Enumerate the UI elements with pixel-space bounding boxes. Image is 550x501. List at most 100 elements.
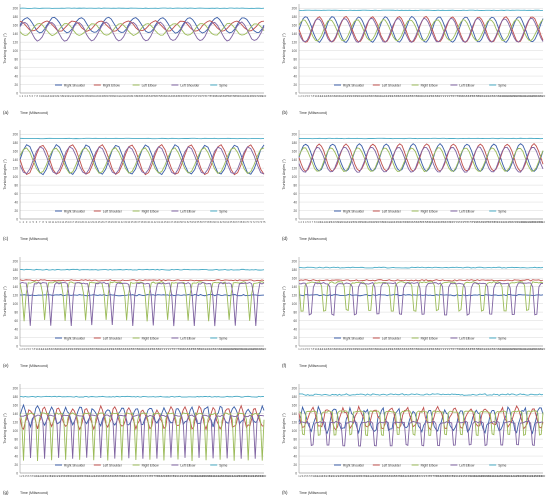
- x-tick-label: 79: [155, 474, 158, 478]
- x-tick-label: 66: [152, 347, 155, 351]
- y-tick-label: 0: [16, 472, 18, 476]
- x-tick-label: 75: [449, 347, 452, 351]
- panel-label: (f): [282, 363, 287, 368]
- x-tick-label: 63: [171, 94, 174, 98]
- x-tick-label: 108: [516, 94, 521, 98]
- x-tick-label: 138: [258, 474, 263, 478]
- x-tick-label: 92: [501, 220, 504, 224]
- panel-label: (b): [282, 110, 288, 115]
- y-tick-label: 20: [293, 336, 297, 340]
- x-tick-label: 30: [357, 347, 360, 351]
- x-axis-label: Time (Milisecond): [20, 111, 48, 115]
- x-tick-label: 76: [203, 94, 206, 98]
- x-tick-label: 81: [477, 220, 480, 224]
- x-tick-label: 61: [216, 220, 219, 224]
- x-tick-label: 70: [160, 347, 163, 351]
- x-tick-label: 44: [373, 474, 376, 478]
- x-tick-label: 25: [347, 94, 350, 98]
- x-tick-label: 57: [117, 474, 120, 478]
- x-tick-label: 21: [68, 94, 71, 98]
- x-tick-label: 25: [98, 220, 101, 224]
- x-tick-label: 38: [373, 94, 376, 98]
- x-tick-label: 103: [506, 347, 511, 351]
- y-axis-label: Trunking Angles (°): [282, 286, 286, 316]
- x-tick-label: 62: [423, 94, 426, 98]
- legend-label: Right Shoulder: [64, 463, 86, 467]
- x-tick-label: 82: [218, 94, 221, 98]
- series-line-left-shoulder: [19, 279, 265, 282]
- x-tick-label: 53: [110, 474, 113, 478]
- x-tick-label: 45: [96, 474, 99, 478]
- series-line-right-shoulder: [298, 142, 544, 173]
- legend-label: Spine: [498, 336, 506, 340]
- x-tick-label: 59: [416, 94, 419, 98]
- x-tick-label: 34: [76, 474, 79, 478]
- y-tick-label: 140: [292, 158, 298, 162]
- x-tick-label: 19: [50, 474, 53, 478]
- x-tick-label: 23: [343, 94, 346, 98]
- x-tick-label: 2: [21, 474, 23, 478]
- x-tick-label: 48: [174, 220, 177, 224]
- x-tick-label: 106: [532, 220, 537, 224]
- x-tick-label: 83: [187, 347, 190, 351]
- x-tick-label: 37: [82, 474, 85, 478]
- x-tick-label: 81: [216, 94, 219, 98]
- x-tick-label: 1: [298, 94, 300, 98]
- x-tick-label: 21: [54, 474, 57, 478]
- x-tick-label: 23: [73, 94, 76, 98]
- x-tick-label: 100: [192, 474, 197, 478]
- x-tick-label: 29: [360, 220, 363, 224]
- x-tick-label: 98: [496, 347, 499, 351]
- y-tick-label: 40: [293, 455, 297, 459]
- x-tick-label: 132: [248, 474, 253, 478]
- x-tick-label: 28: [74, 347, 77, 351]
- x-tick-label: 110: [541, 220, 546, 224]
- x-tick-label: 36: [369, 94, 372, 98]
- x-tick-label: 136: [534, 474, 539, 478]
- x-tick-label: 53: [190, 220, 193, 224]
- x-tick-label: 71: [441, 347, 444, 351]
- y-tick-label: 100: [13, 302, 19, 306]
- y-tick-label: 100: [13, 175, 19, 179]
- y-tick-label: 120: [292, 421, 298, 425]
- x-tick-label: 95: [490, 347, 493, 351]
- y-tick-label: 20: [14, 209, 18, 213]
- x-tick-label: 18: [332, 347, 335, 351]
- y-tick-label: 20: [14, 336, 18, 340]
- x-tick-label: 98: [515, 220, 518, 224]
- x-tick-label: 54: [149, 94, 152, 98]
- x-tick-label: 83: [221, 94, 224, 98]
- x-tick-label: 125: [515, 474, 520, 478]
- x-tick-label: 94: [209, 347, 212, 351]
- x-tick-label: 6: [309, 220, 311, 224]
- legend-label: Right Shoulder: [64, 209, 86, 213]
- x-tick-label: 43: [157, 220, 160, 224]
- x-tick-label: 30: [69, 474, 72, 478]
- x-tick-label: 66: [412, 474, 415, 478]
- x-tick-label: 20: [337, 94, 340, 98]
- x-tick-label: 17: [333, 220, 336, 224]
- x-tick-label: 20: [65, 94, 68, 98]
- x-tick-label: 62: [144, 347, 147, 351]
- x-tick-label: 52: [108, 474, 111, 478]
- x-tick-label: 8: [34, 347, 36, 351]
- y-tick-label: 120: [13, 421, 19, 425]
- x-tick-label: 46: [390, 94, 393, 98]
- x-tick-label: 60: [164, 94, 167, 98]
- x-tick-label: 37: [92, 347, 95, 351]
- x-tick-label: 136: [255, 474, 260, 478]
- y-tick-label: 0: [295, 218, 297, 222]
- y-axis-label: Trunking Angles (°): [3, 413, 7, 443]
- x-tick-label: 46: [111, 347, 114, 351]
- x-tick-label: 85: [486, 220, 489, 224]
- x-tick-label: 105: [200, 474, 205, 478]
- x-tick-label: 78: [455, 347, 458, 351]
- x-tick-label: 111: [523, 94, 527, 98]
- x-tick-label: 92: [484, 94, 487, 98]
- x-tick-label: 104: [508, 94, 513, 98]
- x-tick-label: 83: [466, 94, 469, 98]
- x-tick-label: 12: [317, 474, 320, 478]
- x-tick-label: 105: [510, 94, 515, 98]
- x-tick-label: 40: [99, 347, 102, 351]
